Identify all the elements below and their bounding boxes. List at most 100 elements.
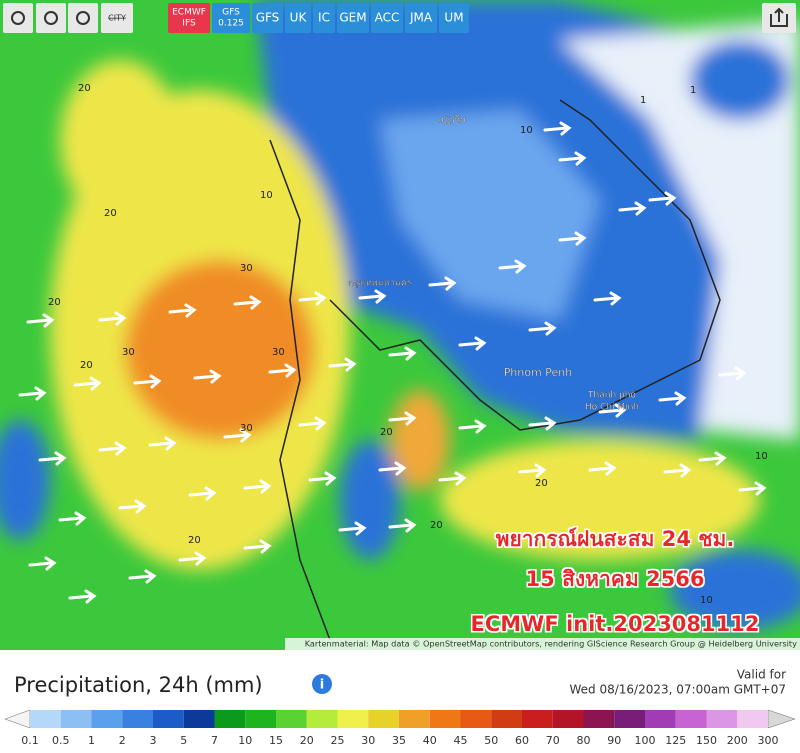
place-label: ວຽງຈັນ [438,114,466,125]
colorbar-label: 3 [150,734,157,747]
legend-panel [0,650,800,749]
model-label: ACC [375,11,400,25]
contour-label: 20 [48,297,61,308]
contour-label: 10 [700,595,713,606]
precip-orange [390,390,450,490]
wind-arrow [558,151,587,166]
button-bg [36,3,66,33]
colorbar-segment [276,710,307,728]
icon [76,11,90,25]
contour-label: 20 [380,427,393,438]
button-bg [313,3,335,33]
precip-blue [340,440,400,560]
wind-arrow [168,303,197,318]
colorbar: 0.1 0.5 1 2 3 5 7 10 15 20 25 30 35 40 45 50 60 70 80 90 100… [4,709,796,747]
colorbar-label: 60 [515,734,529,747]
icon [44,11,58,25]
colorbar-segment [30,710,61,728]
button-bg [405,3,437,33]
forecast-caption: ECMWF init.2023081112 [471,612,760,636]
wind-arrow [543,121,572,136]
svg-text:i: i [320,678,324,693]
wind-arrow [28,556,57,571]
contour-label: 10 [520,125,533,136]
model-button[interactable]: IC [313,3,335,33]
button-bg [68,3,98,33]
model-button[interactable]: GFS [252,3,283,33]
colorbar-segment [337,710,369,728]
wind-arrow [298,416,327,431]
colorbar-label: 0.1 [21,734,39,747]
map[interactable]: ວຽງຈັນ กรุงเทพมหานคร Phnom Penh Thành phốHồ… [0,0,800,650]
share-button[interactable] [762,3,796,33]
button-bg [3,3,33,33]
city-button[interactable]: CITY [101,3,133,33]
contour-label: 20 [188,535,201,546]
wind-arrow [233,295,262,310]
city-label: CITY [108,14,126,23]
colorbar-label: 5 [180,734,187,747]
wind-arrow [73,376,102,391]
model-button[interactable]: UM [439,3,469,33]
colorbar-label: 50 [484,734,498,747]
colorbar-label: 125 [665,734,686,747]
model-button[interactable]: UK [285,3,311,33]
wind-arrow [663,463,692,478]
location-button[interactable] [36,3,66,33]
wind-arrow [738,481,767,496]
wind-arrow [458,336,487,351]
contour-label: 1 [690,85,696,96]
model-button[interactable]: GEM [337,3,369,33]
colorbar-label: 40 [423,734,437,747]
model-button[interactable]: ACC [371,3,403,33]
colorbar-label: 1 [88,734,95,747]
wind-arrow [118,499,147,514]
wind-arrow [428,276,457,291]
colorbar-segment [460,710,492,728]
valid-label: Valid for [737,668,786,682]
colorbar-segment [737,710,768,728]
colorbar-segment [491,710,522,728]
colorbar-segment [675,710,707,728]
refresh-button[interactable] [3,3,33,33]
icon [770,7,788,27]
place-label: Thành phố [587,390,636,401]
wind-arrow [658,391,687,406]
colorbar-segment [552,710,584,728]
model-button[interactable]: JMA [405,3,437,33]
wind-arrow [618,201,647,216]
wind-arrow [558,231,587,246]
wind-arrow [358,289,387,304]
colorbar-label: 10 [238,734,252,747]
button-bg [252,3,283,33]
contour-label: 20 [78,83,91,94]
colorbar-label: 90 [607,734,621,747]
info-button[interactable]: i [312,674,332,694]
colorbar-label: 0.5 [52,734,70,747]
colorbar-segment [214,710,246,728]
colorbar-label: 15 [269,734,283,747]
wind-arrow [188,486,217,501]
wind-arrow [38,451,67,466]
colorbar-label: 25 [331,734,345,747]
wind-arrow [133,374,162,389]
wind-arrow [528,321,557,336]
precip-yellow [60,60,180,220]
legend-title: Precipitation, 24h (mm) [14,673,263,697]
contour-label: 10 [260,190,273,201]
model-label: UM [444,11,463,25]
colorbar-label: 35 [392,734,406,747]
wind-arrow [178,551,207,566]
colorbar-label: 20 [300,734,314,747]
colorbar-segment [183,710,215,728]
zoom-button[interactable] [68,3,98,33]
wind-arrow [438,471,467,486]
contour-label: 20 [535,478,548,489]
colorbar-segment [583,710,615,728]
button-bg [212,3,250,33]
wind-arrow [388,411,417,426]
